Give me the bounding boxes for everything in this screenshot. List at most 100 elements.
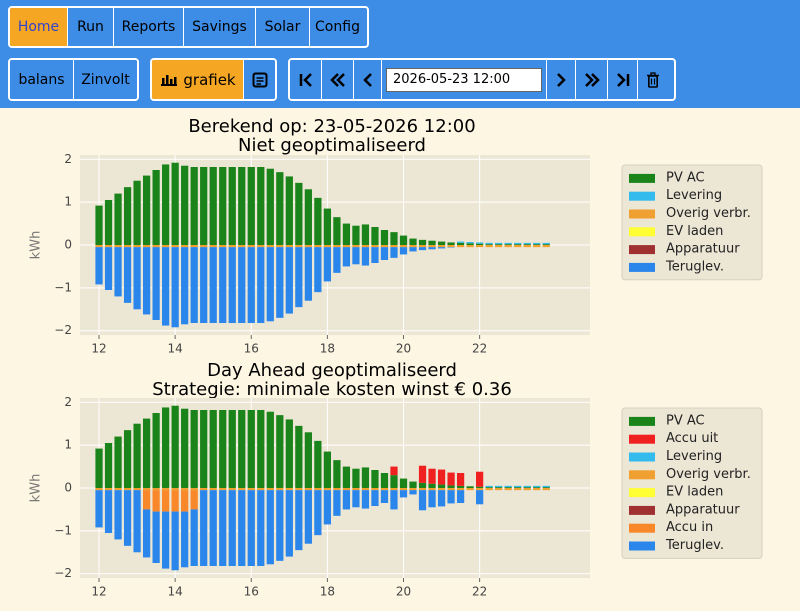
- bar: [495, 485, 503, 488]
- legend-label: Teruglev.: [665, 259, 724, 274]
- legend-swatch: [629, 191, 655, 201]
- legend-swatch: [629, 245, 655, 255]
- last-button[interactable]: [608, 60, 638, 99]
- y-tick-label: 0: [64, 238, 72, 252]
- bar: [437, 490, 446, 507]
- bar: [238, 167, 246, 245]
- legend-swatch: [629, 452, 655, 462]
- y-tick-label: 2: [64, 395, 72, 409]
- bar: [209, 167, 217, 245]
- bar: [171, 247, 179, 328]
- bar: [200, 247, 208, 323]
- nav-tab[interactable]: Reports: [114, 8, 184, 46]
- legend-label: Apparatuur: [666, 502, 740, 517]
- bar: [495, 487, 503, 488]
- bar: [390, 466, 398, 476]
- bar: [95, 488, 103, 491]
- bar: [95, 448, 103, 488]
- bar: [399, 478, 408, 488]
- bar: [542, 487, 550, 488]
- bar: [523, 488, 531, 491]
- forward-fast-button[interactable]: [576, 60, 608, 99]
- bar: [323, 488, 332, 491]
- bar: [390, 247, 398, 258]
- y-axis-label: kWh: [29, 474, 44, 503]
- bar: [314, 197, 322, 245]
- bar: [428, 490, 436, 508]
- bar: [219, 247, 227, 323]
- bar: [504, 245, 512, 248]
- bar: [323, 490, 332, 525]
- bar: [219, 490, 227, 566]
- x-tick-label: 22: [472, 585, 487, 599]
- top-bar: Home Run Reports Savings Solar Config balans …: [0, 0, 800, 108]
- bar: [266, 490, 274, 565]
- legend-label: PV AC: [666, 413, 705, 428]
- graph-label: grafiek: [183, 70, 236, 89]
- back-fast-button[interactable]: [322, 60, 354, 99]
- nav-tab[interactable]: Solar: [256, 8, 310, 46]
- bar: [257, 247, 265, 323]
- bar: [181, 247, 189, 325]
- bar: [514, 242, 522, 245]
- table-button[interactable]: [244, 60, 275, 99]
- forward-button[interactable]: [546, 60, 576, 99]
- bar: [247, 490, 255, 566]
- back-button[interactable]: [354, 60, 382, 99]
- bar: [152, 413, 160, 488]
- bar: [514, 488, 522, 491]
- date-input[interactable]: 2026-05-23 12:00: [386, 67, 542, 92]
- bar: [171, 490, 179, 512]
- delete-button[interactable]: [638, 60, 668, 99]
- legend-swatch: [629, 505, 655, 515]
- bar: [447, 490, 455, 504]
- bar: [142, 490, 151, 510]
- y-tick-label: 1: [64, 438, 72, 452]
- y-tick-label: −1: [54, 280, 72, 294]
- nav-tab[interactable]: Home: [10, 8, 68, 46]
- bar: [437, 247, 446, 249]
- bar: [228, 167, 236, 245]
- bar: [333, 245, 341, 248]
- nav-tab[interactable]: Savings: [184, 8, 256, 46]
- bar: [95, 247, 103, 285]
- bar: [133, 247, 141, 310]
- y-tick-label: −1: [54, 523, 72, 537]
- bar: [456, 242, 465, 245]
- bar: [504, 244, 512, 245]
- graph-button[interactable]: grafiek: [152, 60, 244, 99]
- bar: [409, 238, 417, 245]
- bar: [542, 242, 550, 245]
- source-button[interactable]: Zinvolt: [74, 60, 137, 99]
- bar: [409, 488, 417, 491]
- bar: [466, 245, 474, 248]
- bar: [533, 244, 541, 245]
- nav-tab[interactable]: Config: [310, 8, 365, 46]
- bar: [533, 485, 541, 488]
- bar: [380, 490, 389, 503]
- bar: [171, 162, 179, 245]
- bar: [428, 247, 436, 250]
- bar: [390, 245, 398, 248]
- bar: [295, 245, 303, 248]
- nav-tab[interactable]: Run: [68, 8, 114, 46]
- bar: [162, 407, 170, 488]
- source-button[interactable]: balans: [10, 60, 74, 99]
- bar: [476, 245, 484, 248]
- bar: [504, 488, 512, 491]
- bar: [209, 245, 217, 248]
- bar: [200, 410, 208, 488]
- bar: [371, 247, 379, 263]
- x-tick-label: 20: [396, 342, 411, 356]
- bar: [409, 481, 417, 488]
- bar: [485, 242, 493, 245]
- bar: [418, 482, 427, 488]
- bar: [142, 488, 151, 491]
- legend-swatch: [629, 209, 655, 219]
- bar: [523, 242, 531, 245]
- first-button[interactable]: [290, 60, 322, 99]
- bar: [485, 487, 493, 488]
- bar: [314, 245, 322, 248]
